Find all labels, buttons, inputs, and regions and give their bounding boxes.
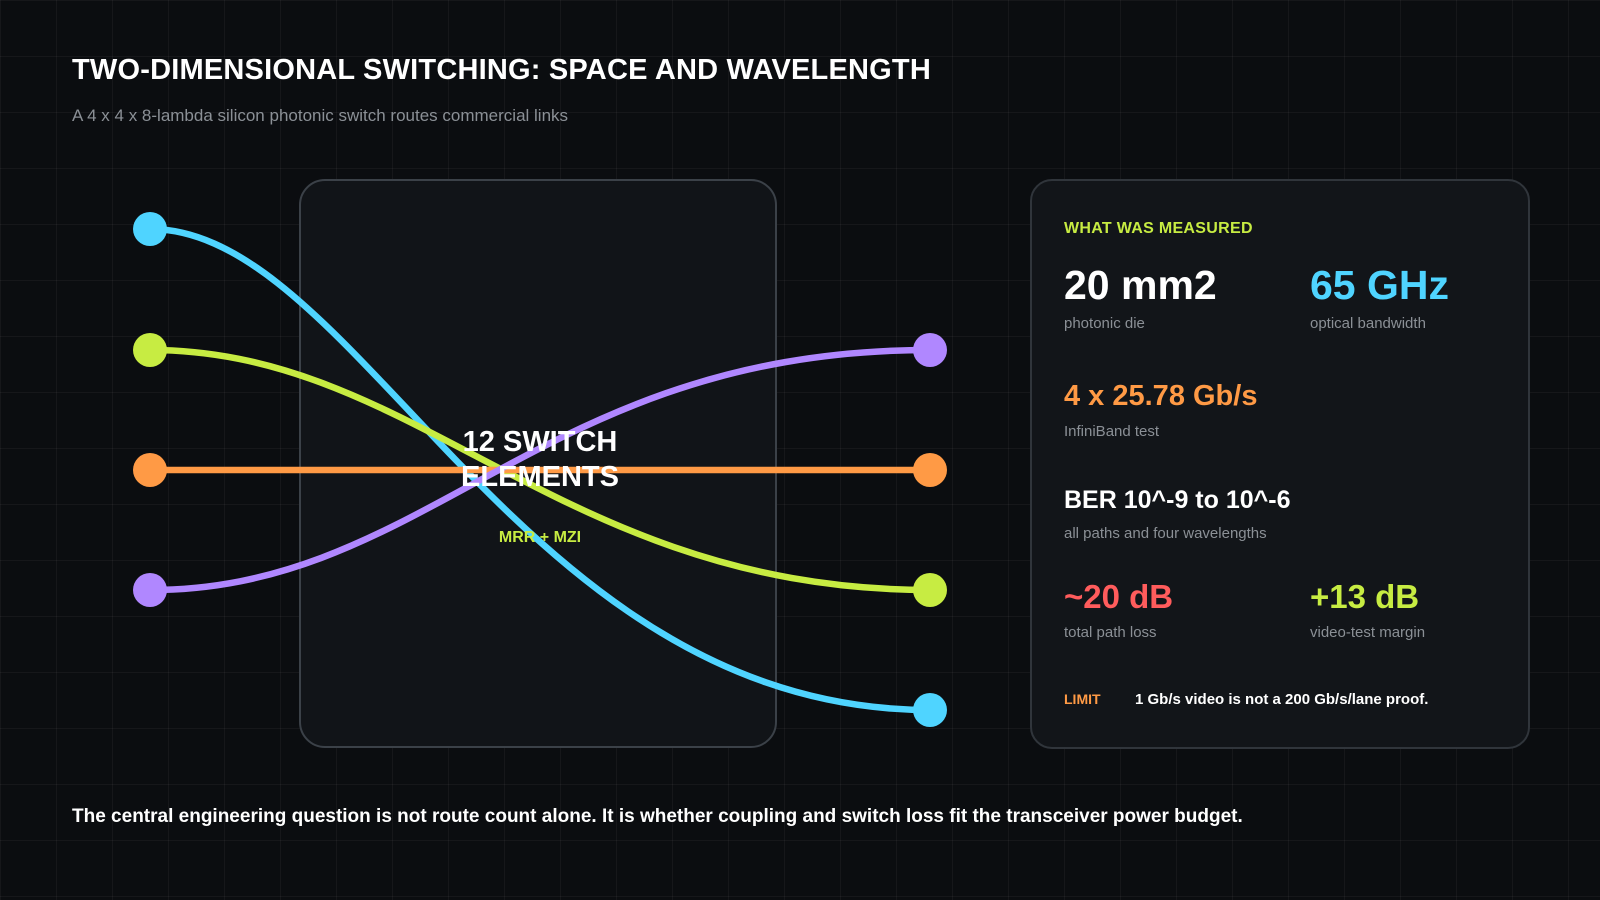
metric-value: 20 mm2 bbox=[1064, 262, 1217, 308]
metric-label: InfiniBand test bbox=[1064, 423, 1160, 440]
metric-ber: BER 10^-9 to 10^-6 all paths and four wa… bbox=[1064, 486, 1291, 542]
output-port-2 bbox=[913, 453, 947, 487]
measurement-panel bbox=[1030, 179, 1530, 749]
input-port-1 bbox=[133, 212, 167, 246]
input-port-3 bbox=[133, 453, 167, 487]
metric-value: ~20 dB bbox=[1064, 578, 1174, 615]
page-title: TWO-DIMENSIONAL SWITCHING: SPACE AND WAV… bbox=[72, 54, 931, 86]
metric-value: 4 x 25.78 Gb/s bbox=[1064, 380, 1258, 412]
metric-label: optical bandwidth bbox=[1310, 315, 1426, 332]
metric-die-area: 20 mm2 photonic die bbox=[1064, 262, 1217, 332]
limit-tag: LIMIT bbox=[1064, 691, 1101, 707]
switch-type-label: MRR + MZI bbox=[498, 529, 582, 546]
metric-value: +13 dB bbox=[1310, 578, 1420, 615]
route-purple bbox=[146, 346, 934, 594]
metric-label: all paths and four wavelengths bbox=[1064, 525, 1267, 542]
limit-text: 1 Gb/s video is not a 200 Gb/s/lane proo… bbox=[1135, 691, 1429, 708]
metric-value: BER 10^-9 to 10^-6 bbox=[1064, 486, 1291, 514]
footer-note: The central engineering question is not … bbox=[72, 806, 1243, 827]
input-port-2 bbox=[133, 333, 167, 367]
metric-video-margin: +13 dB video-test margin bbox=[1310, 578, 1425, 641]
panel-heading: WHAT WAS MEASURED bbox=[1064, 220, 1253, 237]
metric-label: total path loss bbox=[1064, 624, 1157, 641]
output-port-3 bbox=[913, 573, 947, 607]
page-subtitle: A 4 x 4 x 8-lambda silicon photonic swit… bbox=[72, 106, 569, 125]
output-port-1 bbox=[913, 333, 947, 367]
input-port-4 bbox=[133, 573, 167, 607]
metric-label: photonic die bbox=[1064, 315, 1145, 332]
metric-infiniband-test: 4 x 25.78 Gb/s InfiniBand test bbox=[1064, 380, 1257, 440]
output-port-4 bbox=[913, 693, 947, 727]
switch-elements-label: 12 SWITCH ELEMENTS bbox=[461, 426, 619, 493]
metric-path-loss: ~20 dB total path loss bbox=[1064, 578, 1173, 641]
metric-value: 65 GHz bbox=[1310, 262, 1449, 308]
metric-label: video-test margin bbox=[1310, 624, 1426, 641]
metric-optical-bandwidth: 65 GHz optical bandwidth bbox=[1310, 262, 1449, 332]
